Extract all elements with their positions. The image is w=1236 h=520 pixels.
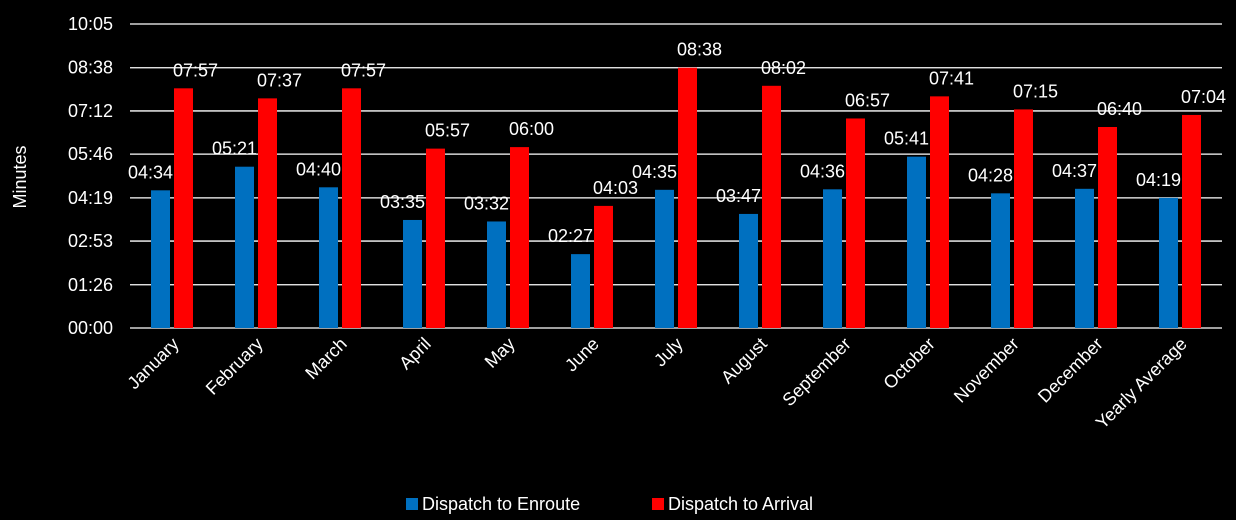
x-tick-label: January [123, 334, 182, 393]
data-label: 07:15 [1013, 81, 1058, 101]
bar-dispatch-to-enroute [1075, 188, 1094, 328]
bar-dispatch-to-enroute [739, 213, 758, 328]
bar-dispatch-to-arrival [510, 147, 529, 328]
data-label: 04:19 [1136, 170, 1181, 190]
bar-dispatch-to-enroute [1159, 197, 1178, 328]
y-tick-label: 01:26 [68, 275, 113, 295]
bar-dispatch-to-arrival [678, 67, 697, 329]
legend-label: Dispatch to Arrival [668, 494, 813, 514]
y-tick-label: 10:05 [68, 14, 113, 34]
x-tick-label: December [1034, 334, 1107, 407]
bar-dispatch-to-enroute [151, 190, 170, 328]
x-tick-label: February [202, 334, 267, 399]
legend: Dispatch to Enroute Dispatch to Arrival [406, 494, 813, 514]
bar-dispatch-to-arrival [258, 98, 277, 328]
data-label: 05:41 [884, 129, 929, 149]
data-label: 04:37 [1052, 161, 1097, 181]
category-labels: January February March April May June July Augu… [123, 334, 1190, 433]
bars [151, 67, 1201, 329]
x-tick-label: April [395, 334, 435, 374]
data-label: 04:34 [128, 162, 173, 182]
x-tick-label: October [879, 334, 938, 393]
y-tick-label: 05:46 [68, 144, 113, 164]
data-label: 04:35 [632, 162, 677, 182]
data-labels: 04:34 07:57 05:21 07:37 04:40 07:57 03:35 05:57… [128, 40, 1226, 246]
gridlines [130, 23, 1222, 329]
data-label: 04:36 [800, 161, 845, 181]
y-tick-label: 00:00 [68, 318, 113, 338]
data-label: 05:57 [425, 121, 470, 141]
data-label: 08:02 [761, 58, 806, 78]
bar-dispatch-to-enroute [235, 166, 254, 328]
data-label: 03:32 [464, 193, 509, 213]
legend-swatch [406, 498, 418, 510]
x-tick-label: September [778, 334, 854, 410]
data-label: 03:47 [716, 186, 761, 206]
data-label: 06:00 [509, 119, 554, 139]
bar-dispatch-to-arrival [1182, 114, 1201, 328]
bar-dispatch-to-arrival [762, 85, 781, 328]
x-tick-label: June [561, 334, 603, 376]
bar-dispatch-to-arrival [846, 118, 865, 328]
data-label: 06:57 [845, 90, 890, 110]
bar-dispatch-to-enroute [571, 254, 590, 328]
y-tick-label: 07:12 [68, 101, 113, 121]
x-tick-label: March [301, 334, 351, 384]
x-tick-label: Yearly Average [1092, 334, 1191, 433]
data-label: 04:03 [593, 178, 638, 198]
data-label: 08:38 [677, 40, 722, 60]
bar-dispatch-to-enroute [319, 187, 338, 328]
y-tick-label: 02:53 [68, 231, 113, 251]
y-tick-label: 04:19 [68, 188, 113, 208]
x-tick-label: July [650, 334, 687, 371]
bar-dispatch-to-arrival [1014, 109, 1033, 329]
y-tick-label: 08:38 [68, 58, 113, 78]
bar-dispatch-to-enroute [907, 156, 926, 328]
data-label: 05:21 [212, 139, 257, 159]
data-label: 07:04 [1181, 87, 1226, 107]
data-label: 03:35 [380, 192, 425, 212]
y-axis-ticks: 00:00 01:26 02:53 04:19 05:46 07:12 08:38 10:05 [68, 14, 113, 338]
data-label: 04:28 [968, 165, 1013, 185]
x-tick-label: November [950, 334, 1023, 407]
bar-dispatch-to-arrival [1098, 127, 1117, 328]
data-label: 07:57 [341, 60, 386, 80]
y-axis-title: Minutes [10, 145, 30, 208]
bar-dispatch-to-enroute [403, 219, 422, 328]
legend-swatch [652, 498, 664, 510]
data-label: 02:27 [548, 226, 593, 246]
bar-dispatch-to-enroute [991, 193, 1010, 328]
data-label: 07:37 [257, 70, 302, 90]
bar-dispatch-to-arrival [174, 88, 193, 328]
legend-label: Dispatch to Enroute [422, 494, 580, 514]
data-label: 07:57 [173, 60, 218, 80]
bar-dispatch-to-arrival [342, 88, 361, 328]
bar-dispatch-to-arrival [426, 148, 445, 328]
bar-dispatch-to-enroute [823, 189, 842, 328]
bar-dispatch-to-arrival [594, 205, 613, 328]
bar-dispatch-to-enroute [487, 221, 506, 328]
data-label: 04:40 [296, 159, 341, 179]
x-tick-label: August [717, 334, 771, 388]
data-label: 06:40 [1097, 99, 1142, 119]
bar-dispatch-to-enroute [655, 189, 674, 328]
data-label: 07:41 [929, 68, 974, 88]
bar-dispatch-to-arrival [930, 96, 949, 328]
x-tick-label: May [481, 334, 519, 372]
